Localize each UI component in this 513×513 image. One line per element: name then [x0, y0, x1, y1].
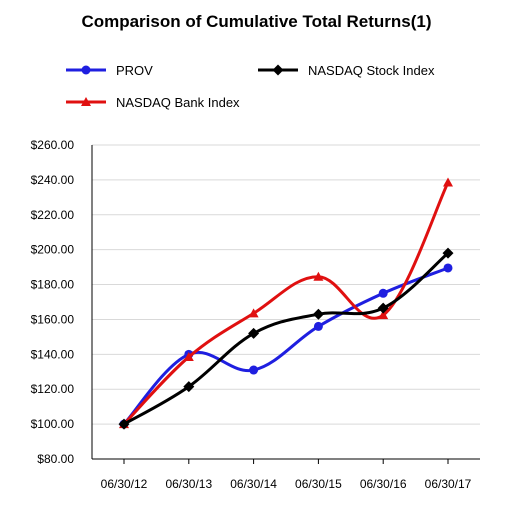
data-point-nasdaq-stock-index: [183, 381, 195, 393]
data-point-nasdaq-bank-index: [248, 308, 259, 318]
data-point-nasdaq-bank-index: [183, 351, 194, 361]
legend-label-prov: PROV: [116, 63, 153, 78]
chart-title: Comparison of Cumulative Total Returns(1…: [81, 12, 432, 31]
y-tick-label: $80.00: [37, 452, 74, 466]
y-tick-label: $260.00: [31, 138, 75, 152]
y-tick-label: $160.00: [31, 312, 75, 326]
x-tick-label: 06/30/17: [425, 477, 472, 491]
data-point-nasdaq-stock-index: [248, 327, 260, 339]
legend-label-nasdaq-stock-index: NASDAQ Stock Index: [308, 63, 435, 78]
y-tick-label: $180.00: [31, 278, 75, 292]
data-point-nasdaq-stock-index: [118, 418, 130, 430]
gridlines: [92, 144, 480, 425]
legend: PROV NASDAQ Stock Index NASDAQ Bank Index: [66, 63, 435, 110]
data-point-prov: [313, 321, 323, 331]
data-point-prov: [443, 263, 453, 273]
y-tick-label: $240.00: [31, 173, 75, 187]
data-point-nasdaq-stock-index: [377, 302, 389, 314]
data-point-nasdaq-bank-index: [378, 310, 389, 320]
x-tick-label: 06/30/14: [230, 477, 277, 491]
legend-marker-nasdaq-stock-index: [272, 64, 284, 76]
y-tick-label: $200.00: [31, 243, 75, 257]
series-lines: [118, 177, 454, 430]
data-point-nasdaq-stock-index: [312, 308, 324, 320]
y-tick-label: $220.00: [31, 208, 75, 222]
x-tick-label: 06/30/13: [165, 477, 212, 491]
series-line-nasdaq-stock-index: [123, 252, 449, 426]
legend-marker-nasdaq-bank-index: [81, 97, 91, 106]
legend-marker-prov: [81, 65, 91, 75]
axes: $80.00 $100.00 $120.00 $140.00 $160.00 $180.0…: [31, 138, 480, 491]
data-point-prov: [378, 288, 388, 298]
y-tick-label: $120.00: [31, 382, 75, 396]
x-tick-label: 06/30/15: [295, 477, 342, 491]
y-tick-label: $100.00: [31, 417, 75, 431]
data-point-nasdaq-stock-index: [442, 247, 454, 259]
data-point-nasdaq-bank-index: [313, 271, 324, 281]
data-point-prov: [249, 365, 259, 375]
legend-label-nasdaq-bank-index: NASDAQ Bank Index: [116, 95, 240, 110]
x-tick-label: 06/30/16: [360, 477, 407, 491]
data-point-nasdaq-bank-index: [443, 177, 453, 187]
x-tick-label: 06/30/12: [101, 477, 148, 491]
y-tick-label: $140.00: [31, 347, 75, 361]
series-line-nasdaq-bank-index: [122, 181, 450, 426]
